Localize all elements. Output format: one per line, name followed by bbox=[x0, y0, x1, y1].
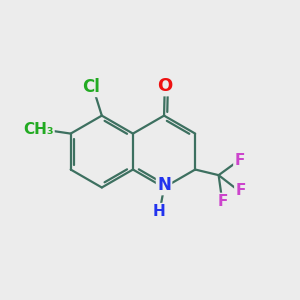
Text: F: F bbox=[235, 183, 246, 198]
Text: Cl: Cl bbox=[82, 78, 100, 96]
Text: F: F bbox=[218, 194, 229, 209]
Text: H: H bbox=[152, 204, 165, 219]
Text: F: F bbox=[234, 153, 245, 168]
Text: O: O bbox=[157, 77, 172, 95]
Text: N: N bbox=[157, 176, 171, 194]
Text: CH₃: CH₃ bbox=[23, 122, 53, 137]
